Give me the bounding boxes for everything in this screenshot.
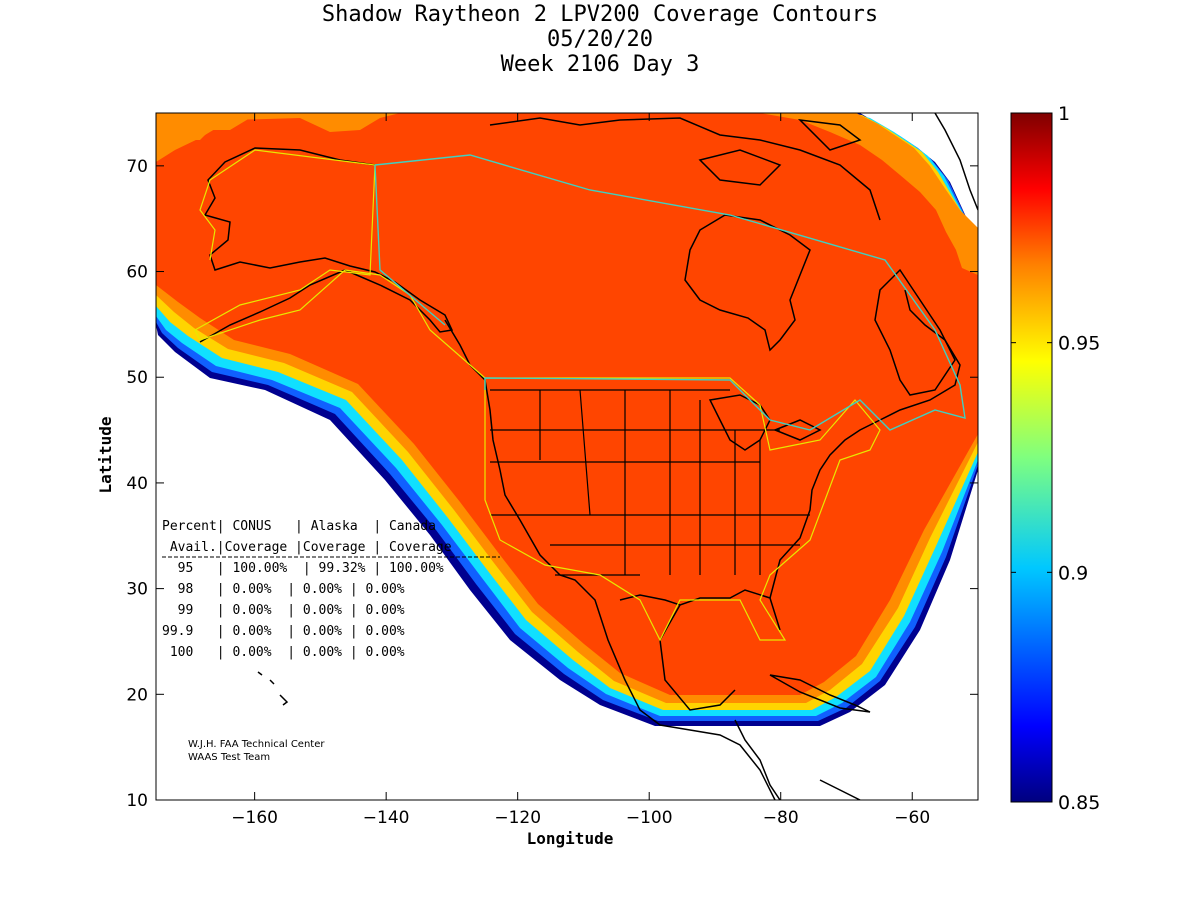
table-header-1: Percent| CONUS | Alaska | Canada (162, 519, 436, 534)
y-tick-label: 40 (126, 474, 148, 494)
table-row: 99.9 | 0.00% | 0.00% | 0.00% (162, 624, 405, 639)
colorbar-tick-label: 0.95 (1058, 333, 1100, 355)
table-row: 100 | 0.00% | 0.00% | 0.00% (162, 645, 405, 660)
x-tick-label: −160 (231, 808, 278, 828)
table-header-2: Avail.|Coverage |Coverage | Coverage (162, 540, 452, 555)
colorbar (1010, 112, 1053, 803)
y-tick-label: 30 (126, 580, 148, 600)
y-axis-label: Latitude (96, 416, 115, 493)
x-ticks: −160 −140 −120 −100 −80 −60 (231, 113, 930, 828)
table-row: 98 | 0.00% | 0.00% | 0.00% (162, 582, 405, 597)
plot-frame (155, 112, 979, 801)
colorbar-ticks: 0.85 0.9 0.95 1 (1011, 103, 1100, 814)
x-tick-label: −80 (763, 808, 799, 828)
table-row: 95 | 100.00% | 99.32% | 100.00% (162, 561, 444, 576)
colorbar-tick-label: 1 (1058, 103, 1070, 125)
y-tick-label: 50 (126, 368, 148, 388)
x-axis-label: Longitude (527, 829, 614, 848)
colorbar-tick-label: 0.85 (1058, 792, 1100, 814)
chart-title: Shadow Raytheon 2 LPV200 Coverage Contou… (321, 2, 879, 27)
service-volume-boundary (194, 149, 881, 642)
x-tick-label: −60 (894, 808, 930, 828)
y-tick-label: 70 (126, 157, 148, 177)
table-row: 99 | 0.00% | 0.00% | 0.00% (162, 603, 405, 618)
x-tick-label: −140 (363, 808, 410, 828)
chart-week: Week 2106 Day 3 (500, 52, 700, 77)
contour-coverage-area (156, 113, 978, 695)
y-tick-label: 10 (126, 791, 148, 811)
x-tick-label: −120 (494, 808, 541, 828)
fir-boundary (374, 154, 966, 431)
availability-table: Percent| CONUS | Alaska | Canada Avail.|… (162, 519, 500, 660)
state-boundaries (490, 389, 810, 576)
credit-line-2: WAAS Test Team (188, 752, 270, 763)
contour-top-left-step (156, 113, 300, 150)
y-tick-label: 20 (126, 685, 148, 705)
y-tick-label: 60 (126, 263, 148, 283)
chart-date: 05/20/20 (547, 27, 653, 52)
credit-line-1: W.J.H. FAA Technical Center (188, 739, 325, 750)
y-ticks: 10 20 30 40 50 60 70 (126, 157, 978, 811)
colorbar-tick-label: 0.9 (1058, 562, 1088, 584)
x-tick-label: −100 (626, 808, 673, 828)
